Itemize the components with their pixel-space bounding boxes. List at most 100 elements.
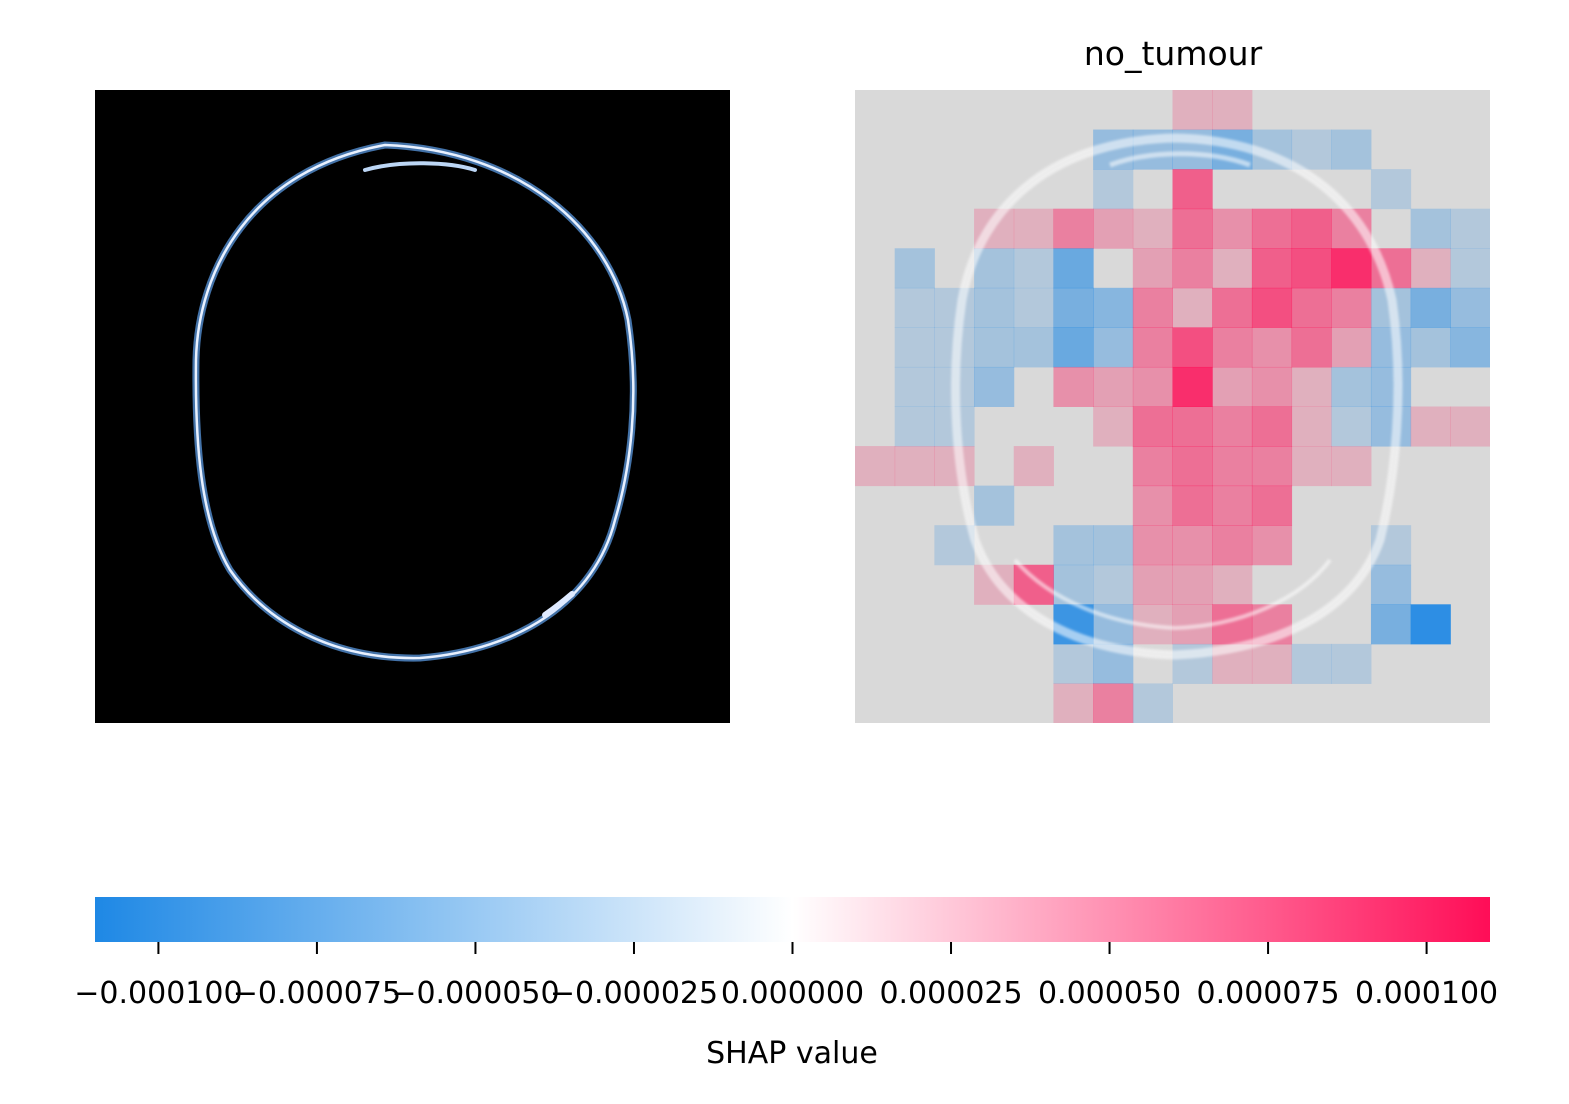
heatmap-cell bbox=[1132, 327, 1173, 368]
heatmap-cell bbox=[1212, 208, 1253, 249]
heatmap-cell bbox=[1450, 327, 1490, 368]
heatmap-cell bbox=[1212, 406, 1253, 447]
heatmap-cell bbox=[1093, 683, 1134, 723]
heatmap-cell bbox=[1291, 366, 1332, 407]
heatmap-cell bbox=[1013, 287, 1054, 328]
input-image-panel bbox=[95, 90, 730, 723]
heatmap-cell bbox=[1331, 327, 1372, 368]
heatmap-cell bbox=[1291, 406, 1332, 447]
heatmap-cell bbox=[1172, 564, 1213, 605]
colorbar-tick-label: 0.000075 bbox=[1196, 976, 1339, 1011]
heatmap-cell bbox=[894, 248, 935, 289]
heatmap-cell bbox=[1172, 485, 1213, 526]
heatmap-cell bbox=[894, 406, 935, 447]
heatmap-cell bbox=[1053, 525, 1094, 566]
heatmap-cell bbox=[1132, 485, 1173, 526]
heatmap-cell bbox=[1172, 90, 1213, 131]
heatmap-cell bbox=[1450, 287, 1490, 328]
heatmap-cell bbox=[1251, 208, 1293, 249]
heatmap-cell bbox=[974, 366, 1015, 407]
heatmap-cell bbox=[974, 287, 1015, 328]
heatmap-cell bbox=[1370, 406, 1412, 447]
colorbar-tick-label: 0.000100 bbox=[1355, 976, 1498, 1011]
heatmap-cell bbox=[1093, 406, 1134, 447]
heatmap-cell bbox=[934, 287, 975, 328]
heatmap-cell bbox=[1291, 643, 1332, 684]
heatmap-cell bbox=[1053, 564, 1094, 605]
heatmap-cell bbox=[1331, 643, 1372, 684]
heatmap-cell bbox=[1013, 327, 1054, 368]
heatmap-cell bbox=[894, 327, 935, 368]
heatmap-cell bbox=[1251, 366, 1293, 407]
heatmap-cell bbox=[974, 327, 1015, 368]
heatmap-cell bbox=[894, 287, 935, 328]
heatmap-cell bbox=[1410, 406, 1451, 447]
colorbar-ticks: −0.000100−0.000075−0.000050−0.000025 0.00… bbox=[74, 942, 1498, 1011]
colorbar: −0.000100−0.000075−0.000050−0.000025 0.00… bbox=[74, 897, 1498, 1071]
heatmap-cell bbox=[1132, 366, 1173, 407]
heatmap-cell bbox=[1093, 327, 1134, 368]
heatmap-cell bbox=[1212, 90, 1253, 131]
heatmap-cell bbox=[1172, 208, 1213, 249]
heatmap-cell bbox=[1251, 406, 1293, 447]
heatmap-cell bbox=[1370, 169, 1412, 210]
heatmap-cell bbox=[1132, 287, 1173, 328]
heatmap-cell bbox=[1291, 208, 1332, 249]
heatmap-cell bbox=[1093, 169, 1134, 210]
heatmap-cell bbox=[1053, 208, 1094, 249]
heatmap-cell bbox=[1053, 248, 1094, 289]
heatmap-cells bbox=[855, 90, 1490, 723]
heatmap-cell bbox=[1291, 327, 1332, 368]
heatmap-cell bbox=[1132, 525, 1173, 566]
heatmap-cell bbox=[1450, 248, 1490, 289]
heatmap-cell bbox=[1172, 525, 1213, 566]
heatmap-title: no_tumour bbox=[1084, 34, 1263, 73]
heatmap-cell bbox=[1053, 366, 1094, 407]
heatmap-cell bbox=[1331, 366, 1372, 407]
heatmap-cell bbox=[855, 446, 896, 487]
heatmap-cell bbox=[894, 446, 935, 487]
heatmap-cell bbox=[1212, 564, 1253, 605]
heatmap-cell bbox=[1172, 446, 1213, 487]
heatmap-cell bbox=[1251, 525, 1293, 566]
colorbar-tick-label: −0.000050 bbox=[391, 976, 559, 1011]
heatmap-cell bbox=[1410, 604, 1451, 645]
heatmap-cell bbox=[1251, 327, 1293, 368]
heatmap-cell bbox=[1013, 208, 1054, 249]
heatmap-cell bbox=[1013, 446, 1054, 487]
heatmap-cell bbox=[1093, 287, 1134, 328]
heatmap-cell bbox=[1251, 287, 1293, 328]
heatmap-cell bbox=[934, 525, 975, 566]
heatmap-cell bbox=[1172, 248, 1213, 289]
heatmap-cell bbox=[1331, 248, 1372, 289]
heatmap-cell bbox=[1013, 564, 1054, 605]
heatmap-cell bbox=[1053, 683, 1094, 723]
heatmap-cell bbox=[1291, 287, 1332, 328]
heatmap-cell bbox=[1093, 208, 1134, 249]
heatmap-cell bbox=[1132, 406, 1173, 447]
heatmap-cell bbox=[1212, 525, 1253, 566]
skull-outline bbox=[192, 141, 637, 662]
colorbar-tick-label: 0.000025 bbox=[879, 976, 1022, 1011]
heatmap-cell bbox=[1132, 683, 1173, 723]
heatmap-cell bbox=[1172, 406, 1213, 447]
heatmap-cell bbox=[974, 485, 1015, 526]
heatmap-cell bbox=[1370, 604, 1412, 645]
heatmap-cell bbox=[1331, 129, 1372, 170]
heatmap-cell bbox=[1212, 446, 1253, 487]
heatmap-cell bbox=[1251, 643, 1293, 684]
heatmap-cell bbox=[1212, 287, 1253, 328]
shap-heatmap-panel: no_tumour bbox=[855, 34, 1490, 723]
heatmap-cell bbox=[1093, 564, 1134, 605]
heatmap-cell bbox=[1053, 287, 1094, 328]
heatmap-cell bbox=[1053, 327, 1094, 368]
heatmap-cell bbox=[1132, 208, 1173, 249]
heatmap-cell bbox=[894, 366, 935, 407]
heatmap-cell bbox=[1172, 169, 1213, 210]
colorbar-label: SHAP value bbox=[706, 1036, 878, 1071]
heatmap-cell bbox=[974, 248, 1015, 289]
heatmap-cell bbox=[1370, 327, 1412, 368]
heatmap-cell bbox=[1251, 446, 1293, 487]
heatmap-cell bbox=[1212, 366, 1253, 407]
